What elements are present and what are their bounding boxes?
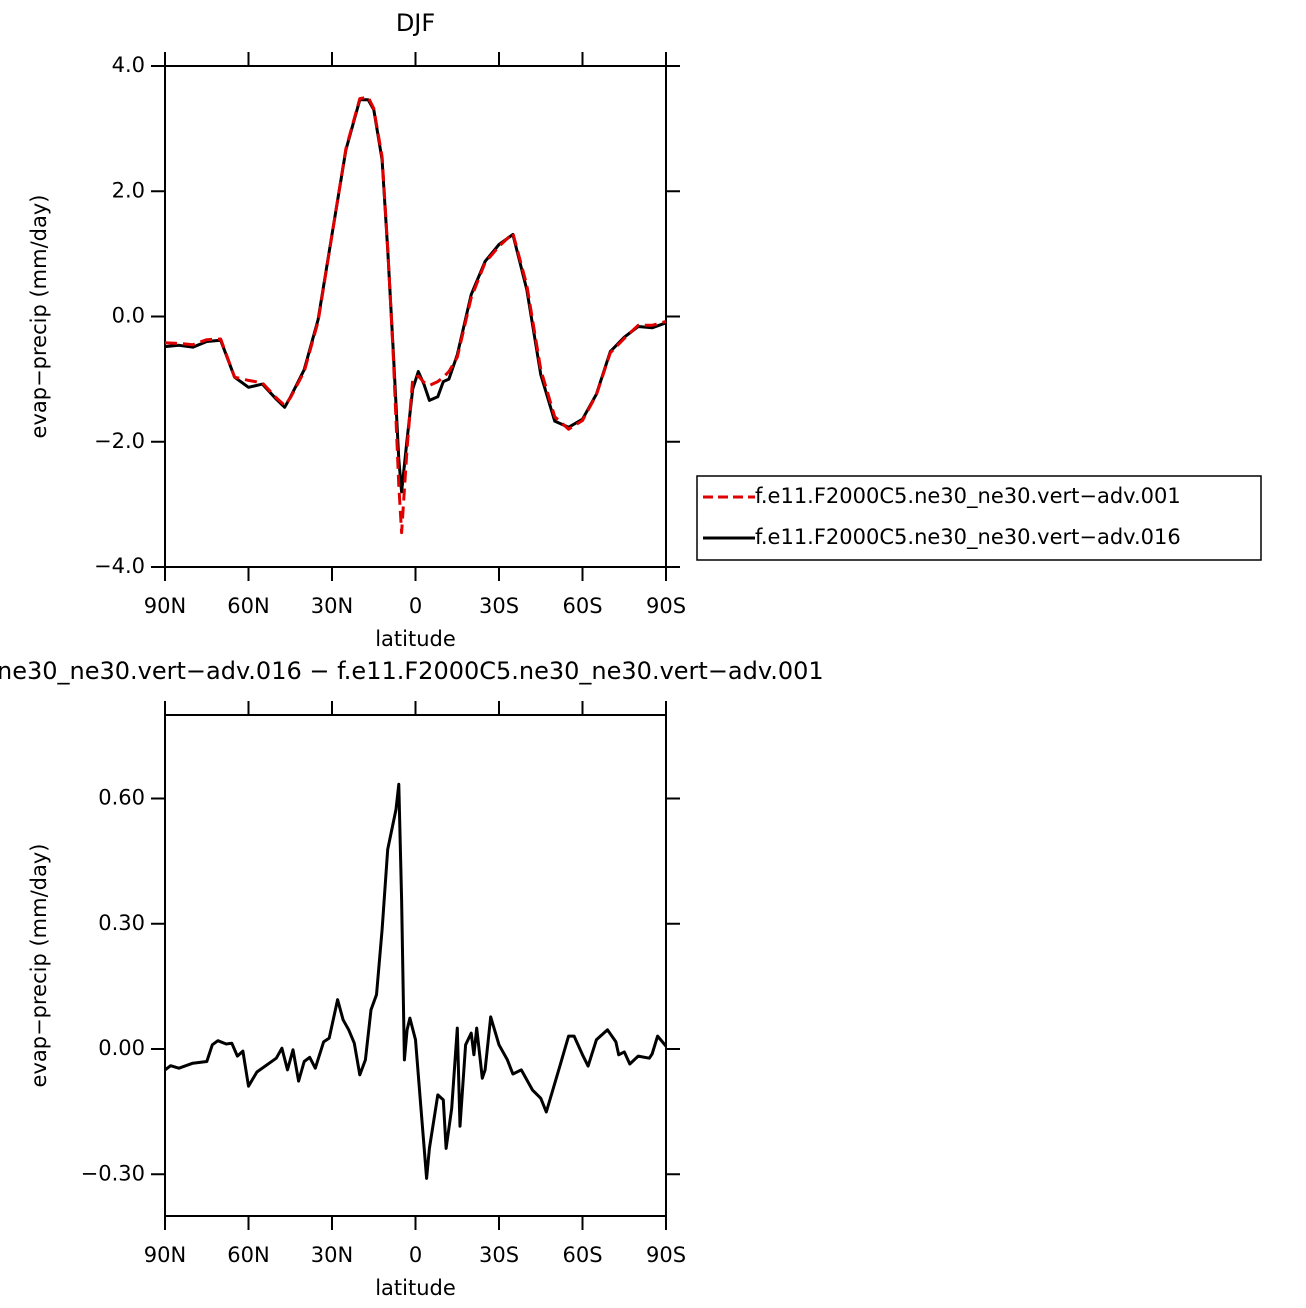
y-tick-label: −2.0 [94,429,145,453]
x-axis-label: latitude [375,627,456,651]
y-tick-label: 2.0 [112,178,145,202]
x-tick-label: 90S [646,594,686,618]
x-tick-label: 90N [144,1243,186,1267]
y-tick-label: −4.0 [94,554,145,578]
legend-label: f.e11.F2000C5.ne30_ne30.vert−adv.016 [755,525,1181,550]
chart-title: ne30_ne30.vert−adv.016 − f.e11.F2000C5.n… [0,657,824,685]
legend-label: f.e11.F2000C5.ne30_ne30.vert−adv.001 [755,484,1181,509]
x-tick-label: 30S [479,594,519,618]
y-tick-label: 4.0 [112,53,145,77]
x-tick-label: 60S [562,594,602,618]
plot-frame [164,714,667,1217]
x-tick-label: 60S [562,1243,602,1267]
data-line [164,98,667,494]
x-axis-label: latitude [375,1276,456,1300]
x-tick-label: 30N [311,1243,353,1267]
data-line [164,782,668,1180]
x-tick-label: 30N [311,594,353,618]
chart-title: DJF [396,9,435,37]
plot-frame [164,65,667,568]
y-tick-label: 0.30 [98,911,145,935]
x-tick-label: 0 [409,1243,422,1267]
legend-box [696,475,1262,561]
y-tick-label: 0.00 [98,1036,145,1060]
x-tick-label: 30S [479,1243,519,1267]
y-tick-label: 0.0 [112,304,145,328]
x-tick-label: 90N [144,594,186,618]
y-tick-label: 0.60 [98,786,145,810]
x-tick-label: 60N [227,594,269,618]
y-axis-label: evap−precip (mm/day) [27,195,51,439]
x-tick-label: 90S [646,1243,686,1267]
y-axis-label: evap−precip (mm/day) [27,844,51,1088]
x-tick-label: 0 [409,594,422,618]
x-tick-label: 60N [227,1243,269,1267]
data-line [164,95,667,535]
y-tick-label: −0.30 [81,1161,145,1185]
